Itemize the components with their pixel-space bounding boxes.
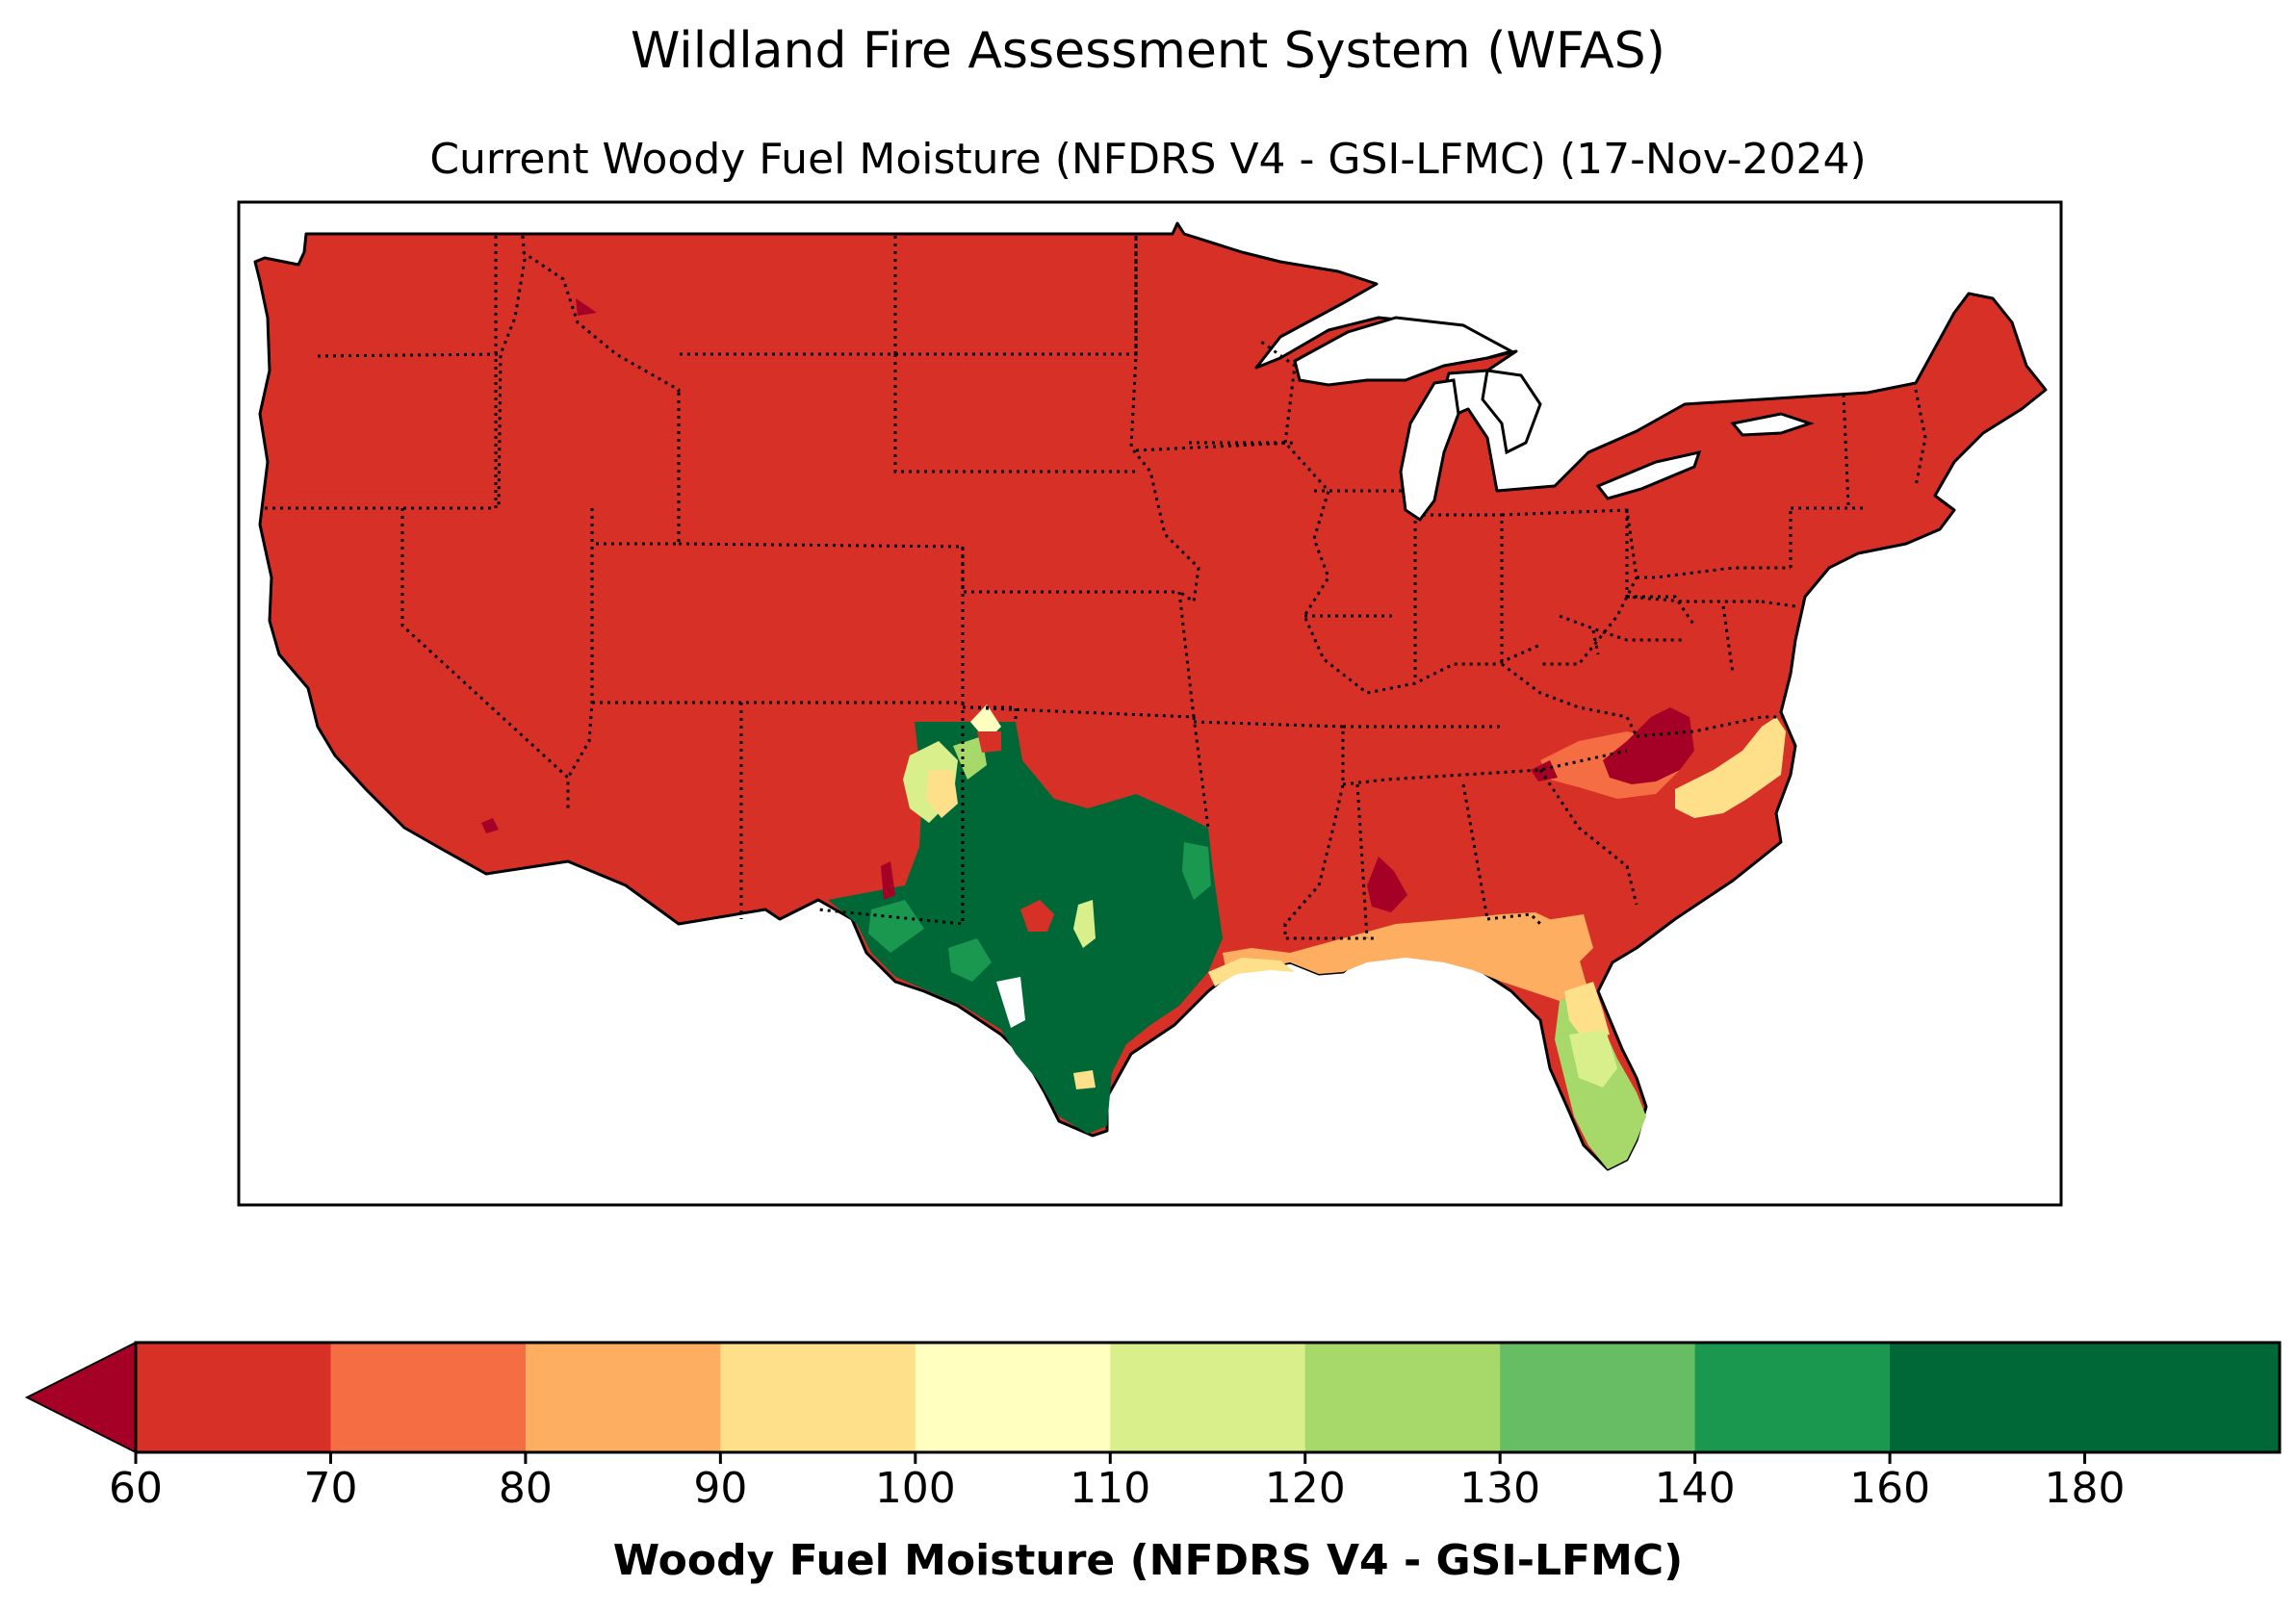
colorbar-tick-label-130: 130 (1459, 1464, 1541, 1513)
gulf-coast-yellow-band (1208, 958, 1295, 986)
colorbar-bin-70-80 (330, 1343, 527, 1452)
colorbar-tick-label-90: 90 (693, 1464, 748, 1513)
great-lakes (1293, 316, 1815, 523)
figure-suptitle: Wildland Fire Assessment System (WFAS) (631, 22, 1665, 80)
colorbar-tick-label-80: 80 (498, 1464, 553, 1513)
texas-patch-green (948, 938, 992, 982)
colorbar-tick-label-140: 140 (1654, 1464, 1736, 1513)
gulf-coast-band-region (1223, 912, 1588, 1001)
florida-yellow-band (1564, 982, 1610, 1039)
colorbar (24, 1341, 2282, 1464)
texas-high-moisture-region (828, 722, 1223, 1134)
texas-patch-green-2 (1182, 842, 1211, 900)
texas-south-yellow (1073, 1070, 1096, 1089)
texas-patch-green-3 (868, 900, 924, 953)
colorbar-bin-130-140 (1500, 1343, 1696, 1452)
colorbar-extend-under (24, 1341, 137, 1454)
colorbar-bin-160-180 (1890, 1343, 2281, 1452)
lake-huron (1481, 369, 1542, 455)
map-title: Current Woody Fuel Moisture (NFDRS V4 - … (429, 135, 1867, 184)
texas-west-dark-spot (881, 861, 895, 900)
colorbar-outline (134, 1341, 2282, 1454)
colorbar-bin-100-110 (915, 1343, 1111, 1452)
colorbar-label: Woody Fuel Moisture (NFDRS V4 - GSI-LFMC… (612, 1536, 1684, 1585)
colorbar-bin-120-130 (1304, 1343, 1501, 1452)
colorbar-tick-label-110: 110 (1070, 1464, 1151, 1513)
lake-superior (1293, 316, 1515, 387)
texas-central-red-spot (1020, 900, 1054, 932)
colorbar-bin-90-100 (720, 1343, 916, 1452)
texas-light-patch (1073, 900, 1096, 948)
colorbar-bin-140-160 (1694, 1343, 1891, 1452)
lake-ontario (1730, 412, 1815, 437)
texas-panhandle-light (953, 736, 987, 780)
texas-white-gap (996, 977, 1025, 1028)
colorbar-tick-label-100: 100 (874, 1464, 956, 1513)
colorbar-tick-label-60: 60 (109, 1464, 163, 1513)
texas-panhandle-red (977, 731, 1001, 753)
colorbar-bin-60-70 (136, 1343, 331, 1452)
north-carolina-coastal-region (1675, 717, 1786, 818)
carolinas-low-spot-region (1603, 707, 1694, 784)
lake-erie (1595, 449, 1702, 500)
florida-pale-patch (1569, 1030, 1617, 1088)
colorbar-tick-label-120: 120 (1264, 1464, 1346, 1513)
lake-michigan (1399, 378, 1460, 523)
colorbar-tick-label-160: 160 (1849, 1464, 1931, 1513)
northeast-florida-orange (1521, 914, 1593, 962)
colorbar-bin-80-90 (525, 1343, 721, 1452)
colorbar-bin-110-120 (1110, 1343, 1306, 1452)
tennessee-low-spot (1531, 760, 1558, 781)
montana-low-spot (576, 298, 597, 316)
colorbar-tick-label-70: 70 (303, 1464, 358, 1513)
california-low-spot (481, 818, 499, 833)
colorbar-tick-label-180: 180 (2044, 1464, 2126, 1513)
texas-panhandle-yellow (926, 770, 958, 818)
mississippi-low-spot (1367, 857, 1407, 912)
